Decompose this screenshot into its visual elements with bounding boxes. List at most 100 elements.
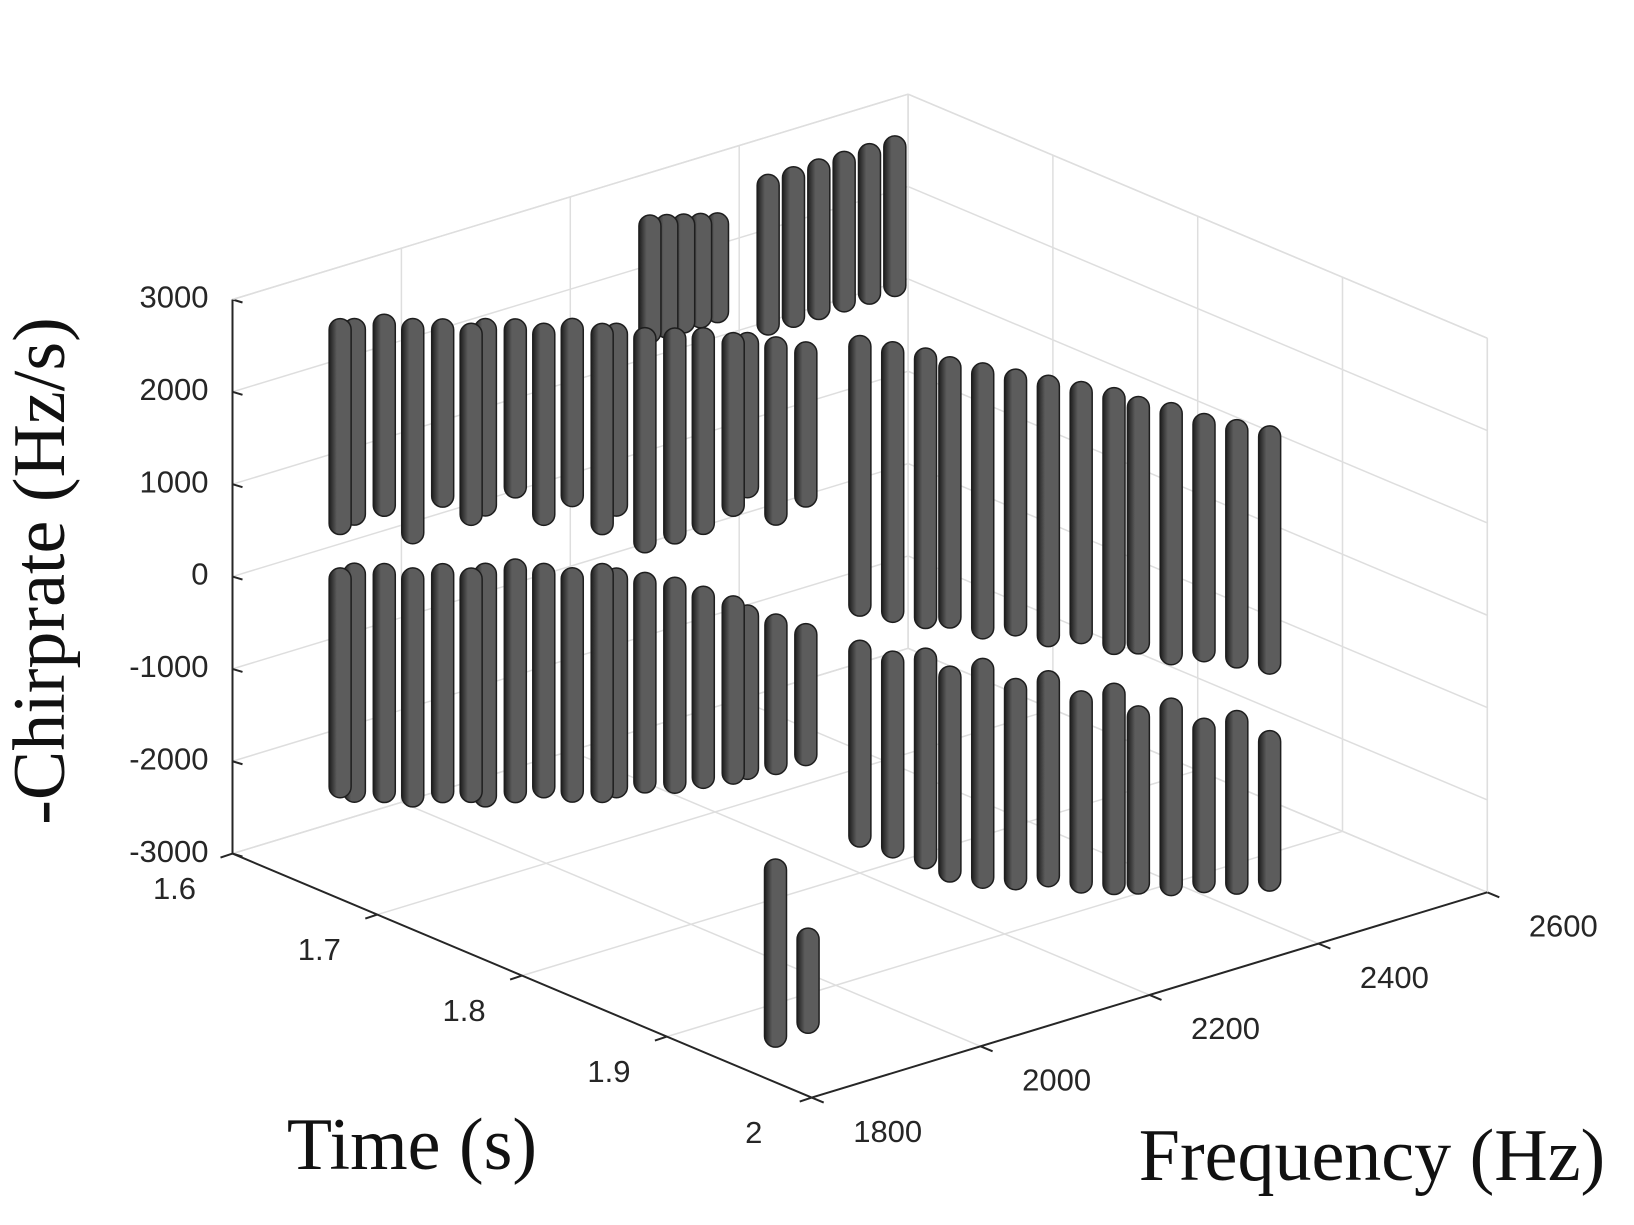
z-tick-label: 1000 <box>140 464 209 499</box>
strip <box>401 567 425 808</box>
strip <box>691 326 716 536</box>
x-tick-label: 1.9 <box>587 1054 630 1089</box>
strip <box>372 313 397 518</box>
y-axis-title: Frequency (Hz) <box>1139 1115 1605 1197</box>
strip <box>807 158 831 321</box>
strip <box>880 341 905 624</box>
z-tick-label: -1000 <box>129 649 208 684</box>
strip <box>503 318 528 499</box>
grid-line <box>570 750 1150 996</box>
strip <box>1126 705 1151 895</box>
y-tick-label: 2600 <box>1529 908 1598 943</box>
strip <box>1159 697 1183 897</box>
strip <box>913 347 938 630</box>
strip <box>1126 395 1151 655</box>
x-tick <box>654 1035 668 1042</box>
marks <box>328 135 1282 1048</box>
strip <box>560 317 585 508</box>
strip <box>756 173 780 336</box>
strip <box>503 558 528 804</box>
y-tick-label: 1800 <box>853 1114 922 1149</box>
strip <box>532 322 556 527</box>
strip <box>938 355 962 629</box>
strip <box>590 322 614 536</box>
strip <box>633 571 657 794</box>
strip <box>880 650 905 859</box>
strip <box>663 327 687 545</box>
grid-line <box>401 801 981 1047</box>
strip <box>560 566 585 803</box>
strip <box>970 362 995 640</box>
strip <box>459 567 483 804</box>
z-tick <box>232 760 243 766</box>
box-edge <box>907 93 1488 339</box>
strip <box>764 336 788 526</box>
strip <box>848 639 872 848</box>
x-tick <box>364 913 378 920</box>
strip <box>1159 401 1183 666</box>
x-tick <box>509 974 523 981</box>
strip <box>721 595 745 785</box>
y-axis-line <box>811 891 1488 1099</box>
x-tick-label: 1.8 <box>443 993 486 1028</box>
strip <box>1102 682 1126 896</box>
y-tick <box>980 1045 993 1053</box>
strip <box>1069 380 1093 645</box>
strip <box>328 317 352 536</box>
axes: -3000 -2000 -1000 0 1000 2000 3000 1.6 1.7 1.8 1.9… <box>129 93 1598 1150</box>
x-tick-label: 1.7 <box>298 932 341 967</box>
z-tick <box>232 390 243 396</box>
z-tick <box>232 298 243 304</box>
strip <box>1102 386 1126 656</box>
grid-line <box>738 698 1319 945</box>
strip <box>763 858 788 1048</box>
z-tick-label: -3000 <box>129 834 208 869</box>
strip <box>663 576 687 794</box>
strip <box>721 331 745 518</box>
z-tick-label: 3000 <box>140 280 209 315</box>
strip <box>638 214 662 344</box>
strip <box>691 585 716 790</box>
x-tick-label: 2 <box>745 1115 762 1150</box>
y-tick-label: 2000 <box>1022 1062 1091 1097</box>
strip <box>1257 425 1282 675</box>
strip <box>1003 677 1028 891</box>
strip <box>401 317 425 545</box>
z-tick <box>232 483 243 489</box>
x-axis-line <box>232 852 813 1099</box>
strip <box>532 562 556 799</box>
strip <box>794 341 818 508</box>
strip <box>633 326 657 554</box>
y-tick <box>811 1096 825 1104</box>
strip <box>1257 729 1282 892</box>
z-axis-title: -Chirprate (Hz/s) <box>0 317 81 825</box>
z-tick <box>232 667 243 673</box>
strip <box>938 665 962 883</box>
strip <box>1225 709 1249 895</box>
y-tick-label: 2400 <box>1360 960 1429 995</box>
strip <box>328 567 352 799</box>
z-tick-label: 0 <box>191 557 208 592</box>
x-axis-title: Time (s) <box>287 1104 537 1186</box>
strip <box>764 613 788 776</box>
z-tick-label: -2000 <box>129 741 208 776</box>
strip <box>848 334 872 617</box>
y-tick <box>1486 891 1500 899</box>
x-tick-label: 1.6 <box>153 871 196 906</box>
strip <box>781 165 806 329</box>
strip <box>832 150 856 313</box>
strip <box>794 622 818 767</box>
box-edge <box>232 93 909 301</box>
strip <box>1036 374 1061 648</box>
x-tick <box>220 852 233 859</box>
y-tick-label: 2200 <box>1191 1011 1260 1046</box>
strip <box>1192 412 1216 663</box>
strip <box>1225 418 1249 669</box>
y-tick <box>1149 994 1162 1001</box>
strip <box>883 135 907 298</box>
x-tick <box>799 1096 813 1103</box>
strip <box>970 657 995 889</box>
strip <box>1192 717 1216 894</box>
